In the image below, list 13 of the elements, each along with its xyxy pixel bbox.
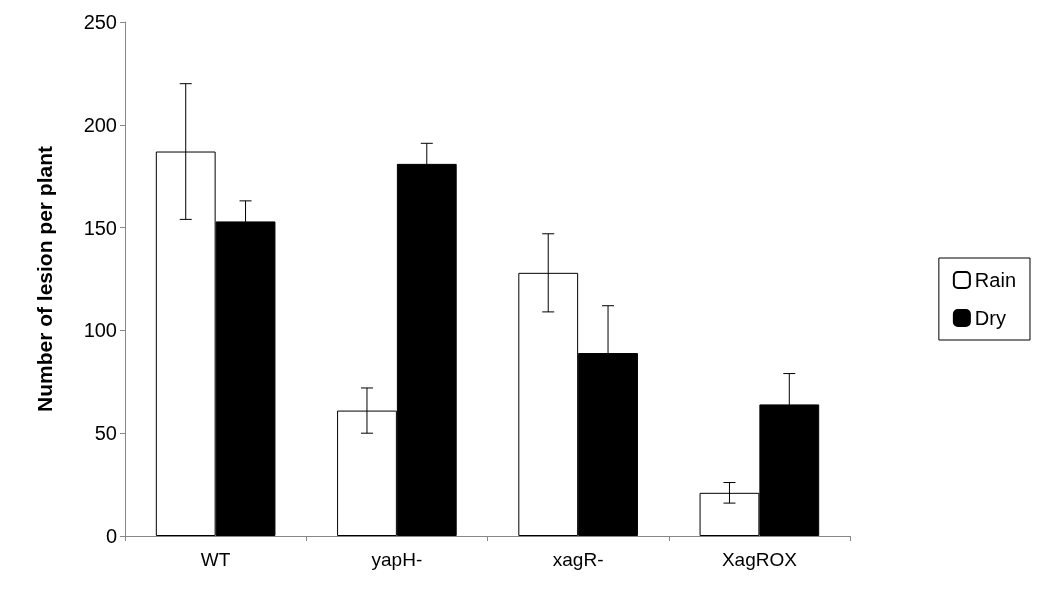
legend-label: Rain [974, 269, 1017, 291]
y-tick-label: 50 [94, 422, 117, 445]
y-tick-label: 150 [83, 216, 117, 239]
x-tick-label: WT [200, 549, 231, 570]
y-axis-title: Number of lesion per plant [33, 145, 56, 413]
x-tick-label: XagROX [721, 549, 798, 570]
x-tick-label: yapH- [371, 549, 423, 570]
y-tick-label: 250 [83, 11, 117, 33]
legend-label: Dry [974, 307, 1006, 329]
y-tick-label: 0 [105, 525, 117, 547]
y-tick-label: 200 [83, 113, 117, 136]
x-tick-label: xagR- [552, 549, 604, 570]
y-tick-label: 100 [83, 319, 117, 342]
